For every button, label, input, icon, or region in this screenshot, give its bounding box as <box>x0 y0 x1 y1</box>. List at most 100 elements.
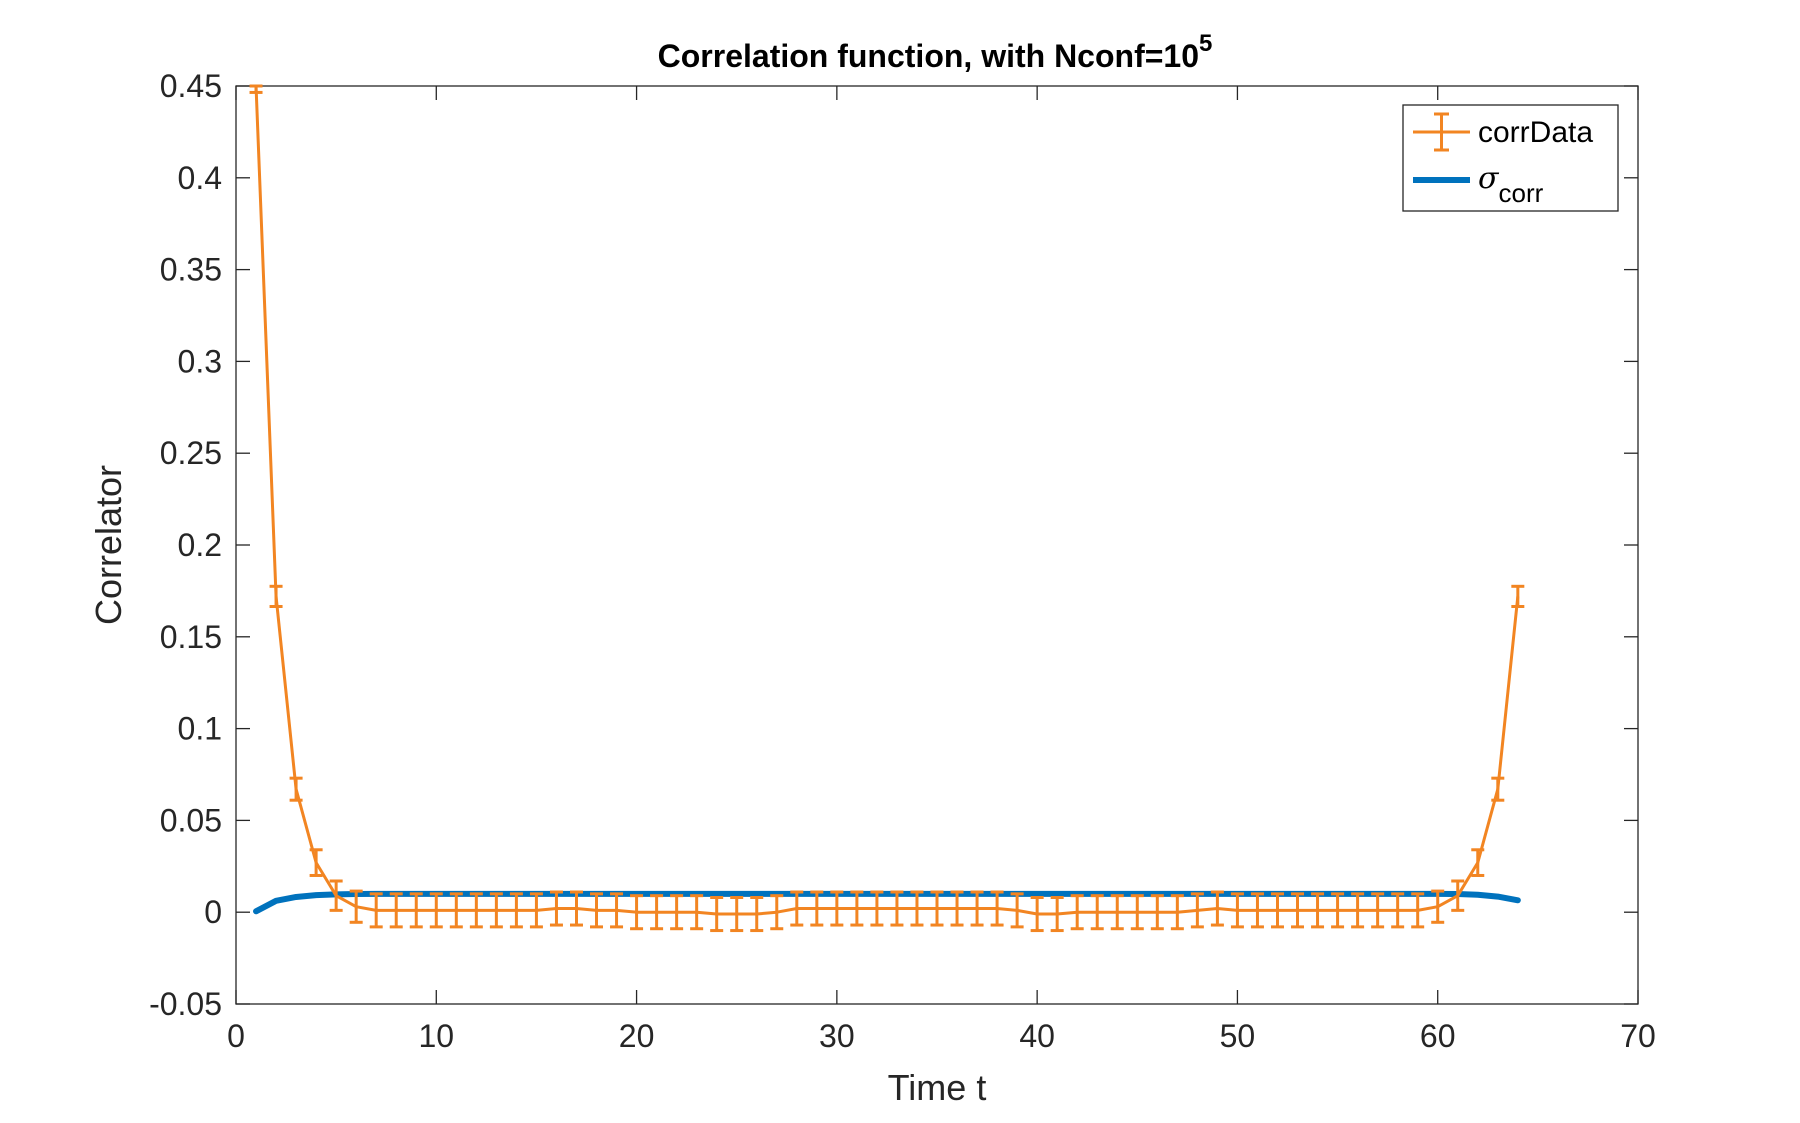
plot-area <box>235 85 1639 1005</box>
y-tick-label: 0.15 <box>160 619 222 655</box>
corrdata-errorbar <box>690 894 704 931</box>
corrdata-errorbar <box>529 892 543 929</box>
corrdata-errorbar <box>1110 894 1124 931</box>
y-tick-labels: -0.05 0 0.05 0.1 0.15 0.2 0.25 0.3 0.35 0.4 0.45 <box>149 68 222 1022</box>
corrdata-errorbar <box>509 892 523 929</box>
corrdata-series <box>249 84 1525 933</box>
corrdata-errorbar <box>990 890 1004 927</box>
corrdata-errorbar <box>369 892 383 929</box>
corrdata-errorbar <box>650 894 664 931</box>
legend-corrdata-label: corrData <box>1478 116 1593 149</box>
x-tick-label: 20 <box>619 1018 655 1054</box>
corrdata-errorbar <box>1030 896 1044 933</box>
corrdata-errorbar <box>930 890 944 927</box>
corrdata-errorbar <box>309 848 323 877</box>
corrdata-errorbar <box>870 890 884 927</box>
corrdata-errorbar <box>549 890 563 927</box>
corrdata-errorbar <box>970 890 984 927</box>
corrdata-errorbar <box>1130 894 1144 931</box>
corrdata-errorbar <box>910 890 924 927</box>
corrdata-errorbar <box>1291 892 1305 929</box>
corrdata-errorbar <box>569 890 583 927</box>
y-axis-title: Correlator <box>88 465 129 625</box>
corrdata-errorbar <box>249 84 263 94</box>
corrdata-errorbar <box>850 890 864 927</box>
corrdata-errorbar <box>409 892 423 929</box>
corrdata-errorbar <box>1070 894 1084 931</box>
corrdata-errorbar <box>1471 848 1485 877</box>
corrdata-errorbar <box>1491 776 1505 802</box>
corrdata-errorbar <box>1391 892 1405 929</box>
sigma-corr-series <box>253 890 1521 915</box>
corrdata-errorbar <box>830 890 844 927</box>
legend-sigma-label: σcorr <box>1478 161 1544 208</box>
legend-sigma-symbol: σ <box>1478 161 1500 196</box>
legend-box <box>1402 104 1619 212</box>
corrdata-errorbar <box>1170 894 1184 931</box>
corrdata-errorbar <box>1050 896 1064 933</box>
y-tick-label: 0.4 <box>178 160 222 196</box>
corrdata-errorbar <box>1010 892 1024 929</box>
corrdata-errorbar <box>329 879 343 912</box>
legend-sigma-subscript: corr <box>1498 178 1543 208</box>
x-tick-label: 10 <box>418 1018 454 1054</box>
y-tick-label: 0.45 <box>160 68 222 104</box>
corrdata-errorbar <box>429 892 443 929</box>
corrdata-errorbar <box>770 894 784 931</box>
corrdata-errorbar <box>730 896 744 933</box>
corrdata-errorbar <box>389 892 403 929</box>
corrdata-errorbar <box>1451 879 1465 912</box>
chart-title-superscript: 5 <box>1199 30 1212 57</box>
sigma-corr-line <box>253 890 1521 915</box>
x-tick-label: 60 <box>1420 1018 1456 1054</box>
x-tick-label: 30 <box>819 1018 855 1054</box>
corrdata-errorbar <box>1431 889 1445 924</box>
corrdata-errorbar <box>1331 892 1345 929</box>
corrdata-errorbar <box>269 584 283 609</box>
corrdata-errorbar <box>1351 892 1365 929</box>
corrdata-errorbar <box>1270 892 1284 929</box>
x-tick-label: 0 <box>227 1018 245 1054</box>
corrdata-errorbar <box>590 892 604 929</box>
corrdata-errorbar <box>1190 892 1204 929</box>
y-tick-label: 0.25 <box>160 435 222 471</box>
corrdata-errorbar <box>630 894 644 931</box>
axis-ticks <box>235 85 1639 1005</box>
corrdata-errorbar <box>610 892 624 929</box>
corrdata-errorbar <box>289 776 303 802</box>
x-tick-label: 40 <box>1019 1018 1055 1054</box>
corrdata-errorbar <box>1411 892 1425 929</box>
corrdata-errorbar <box>1371 892 1385 929</box>
corrdata-errorbar <box>670 894 684 931</box>
x-axis-title: Time t <box>888 1067 987 1108</box>
corrdata-errorbar <box>1210 890 1224 927</box>
chart-title: Correlation function, with Nconf=105 <box>658 30 1213 74</box>
corrdata-errorbar <box>1250 892 1264 929</box>
y-tick-label: 0.1 <box>178 711 222 747</box>
corrdata-errorbar <box>1230 892 1244 929</box>
corrdata-errorbar <box>469 892 483 929</box>
corrdata-errorbar <box>950 890 964 927</box>
y-tick-label: -0.05 <box>149 986 222 1022</box>
corrdata-errorbar <box>489 892 503 929</box>
corrdata-errorbar <box>810 890 824 927</box>
y-tick-label: 0.3 <box>178 343 222 379</box>
y-tick-label: 0.05 <box>160 802 222 838</box>
legend: corrData σcorr <box>1402 104 1619 212</box>
chart-title-text: Correlation function, with Nconf=10 <box>658 38 1199 74</box>
x-tick-labels: 0 10 20 30 40 50 60 70 <box>227 1018 1656 1054</box>
corrdata-errorbar <box>790 890 804 927</box>
x-tick-label: 70 <box>1620 1018 1656 1054</box>
y-tick-label: 0.35 <box>160 252 222 288</box>
corrdata-errorbar <box>710 896 724 933</box>
x-tick-label: 50 <box>1220 1018 1256 1054</box>
corrdata-errorbar <box>1311 892 1325 929</box>
corrdata-line <box>254 85 1520 916</box>
corrdata-errorbar <box>349 889 363 924</box>
y-tick-label: 0 <box>204 894 222 930</box>
corrdata-errorbar <box>1090 894 1104 931</box>
corrdata-errorbar <box>449 892 463 929</box>
corrdata-errorbar <box>890 890 904 927</box>
corrdata-errorbar <box>1150 894 1164 931</box>
